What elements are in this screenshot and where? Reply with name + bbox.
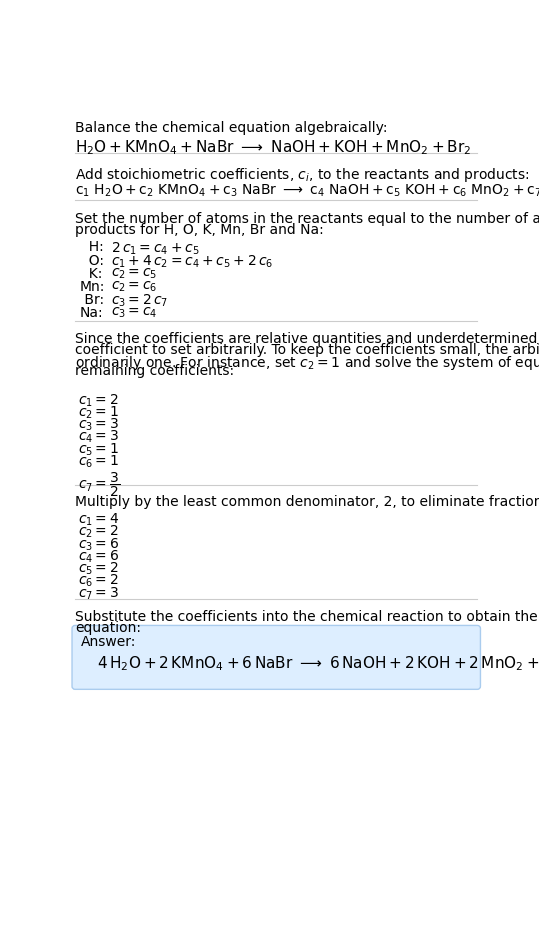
Text: Answer:: Answer: xyxy=(81,635,137,649)
Text: coefficient to set arbitrarily. To keep the coefficients small, the arbitrary va: coefficient to set arbitrarily. To keep … xyxy=(75,343,539,357)
Text: $\mathrm{4\,H_2O + 2\,KMnO_4 + 6\,NaBr\ \longrightarrow\ 6\,NaOH + 2\,KOH + 2\,M: $\mathrm{4\,H_2O + 2\,KMnO_4 + 6\,NaBr\ … xyxy=(97,654,539,674)
Text: Set the number of atoms in the reactants equal to the number of atoms in the: Set the number of atoms in the reactants… xyxy=(75,212,539,226)
Text: $c_3 = 2\,c_7$: $c_3 = 2\,c_7$ xyxy=(111,293,168,309)
Text: remaining coefficients:: remaining coefficients: xyxy=(75,364,234,378)
Text: $c_6 = 2$: $c_6 = 2$ xyxy=(78,573,119,589)
Text: $c_7 = \dfrac{3}{2}$: $c_7 = \dfrac{3}{2}$ xyxy=(78,471,120,499)
Text: $c_4 = 6$: $c_4 = 6$ xyxy=(78,548,120,565)
Text: H:: H: xyxy=(80,240,103,254)
Text: Na:: Na: xyxy=(80,306,103,320)
Text: $c_4 = 3$: $c_4 = 3$ xyxy=(78,429,119,445)
Text: $c_3 = c_4$: $c_3 = c_4$ xyxy=(111,306,157,321)
Text: Since the coefficients are relative quantities and underdetermined, choose a: Since the coefficients are relative quan… xyxy=(75,332,539,346)
Text: Multiply by the least common denominator, 2, to eliminate fractional coefficient: Multiply by the least common denominator… xyxy=(75,495,539,509)
Text: $c_2 = c_5$: $c_2 = c_5$ xyxy=(111,267,157,281)
Text: K:: K: xyxy=(80,267,102,281)
Text: $\mathrm{H_2O + KMnO_4 + NaBr \ \longrightarrow \ NaOH + KOH + MnO_2 + Br_2}$: $\mathrm{H_2O + KMnO_4 + NaBr \ \longrig… xyxy=(75,138,472,157)
Text: $c_6 = 1$: $c_6 = 1$ xyxy=(78,454,119,470)
Text: $c_2 = 1$: $c_2 = 1$ xyxy=(78,404,119,421)
Text: equation:: equation: xyxy=(75,621,141,635)
Text: Add stoichiometric coefficients, $c_i$, to the reactants and products:: Add stoichiometric coefficients, $c_i$, … xyxy=(75,166,530,184)
Text: $c_1 + 4\,c_2 = c_4 + c_5 + 2\,c_6$: $c_1 + 4\,c_2 = c_4 + c_5 + 2\,c_6$ xyxy=(111,254,273,270)
Text: Substitute the coefficients into the chemical reaction to obtain the balanced: Substitute the coefficients into the che… xyxy=(75,610,539,624)
Text: $c_5 = 2$: $c_5 = 2$ xyxy=(78,561,119,577)
Text: $c_2 = c_6$: $c_2 = c_6$ xyxy=(111,280,157,295)
Text: $c_1 = 4$: $c_1 = 4$ xyxy=(78,512,120,528)
Text: $c_3 = 3$: $c_3 = 3$ xyxy=(78,417,119,433)
Text: O:: O: xyxy=(80,254,104,267)
Text: ordinarily one. For instance, set $c_2 = 1$ and solve the system of equations fo: ordinarily one. For instance, set $c_2 =… xyxy=(75,353,539,372)
Text: $c_7 = 3$: $c_7 = 3$ xyxy=(78,585,119,602)
Text: Balance the chemical equation algebraically:: Balance the chemical equation algebraica… xyxy=(75,121,388,135)
Text: Mn:: Mn: xyxy=(80,280,105,294)
Text: $c_2 = 2$: $c_2 = 2$ xyxy=(78,524,119,541)
Text: $\mathrm{c_1\ H_2O + c_2\ KMnO_4 + c_3\ NaBr \ \longrightarrow \ c_4\ NaOH + c_5: $\mathrm{c_1\ H_2O + c_2\ KMnO_4 + c_3\ … xyxy=(75,183,539,199)
FancyBboxPatch shape xyxy=(72,625,480,690)
Text: Br:: Br: xyxy=(80,293,104,307)
Text: $c_5 = 1$: $c_5 = 1$ xyxy=(78,442,119,458)
Text: products for H, O, K, Mn, Br and Na:: products for H, O, K, Mn, Br and Na: xyxy=(75,224,324,238)
Text: $c_3 = 6$: $c_3 = 6$ xyxy=(78,536,120,553)
Text: $2\,c_1 = c_4 + c_5$: $2\,c_1 = c_4 + c_5$ xyxy=(111,240,199,257)
Text: $c_1 = 2$: $c_1 = 2$ xyxy=(78,392,119,408)
